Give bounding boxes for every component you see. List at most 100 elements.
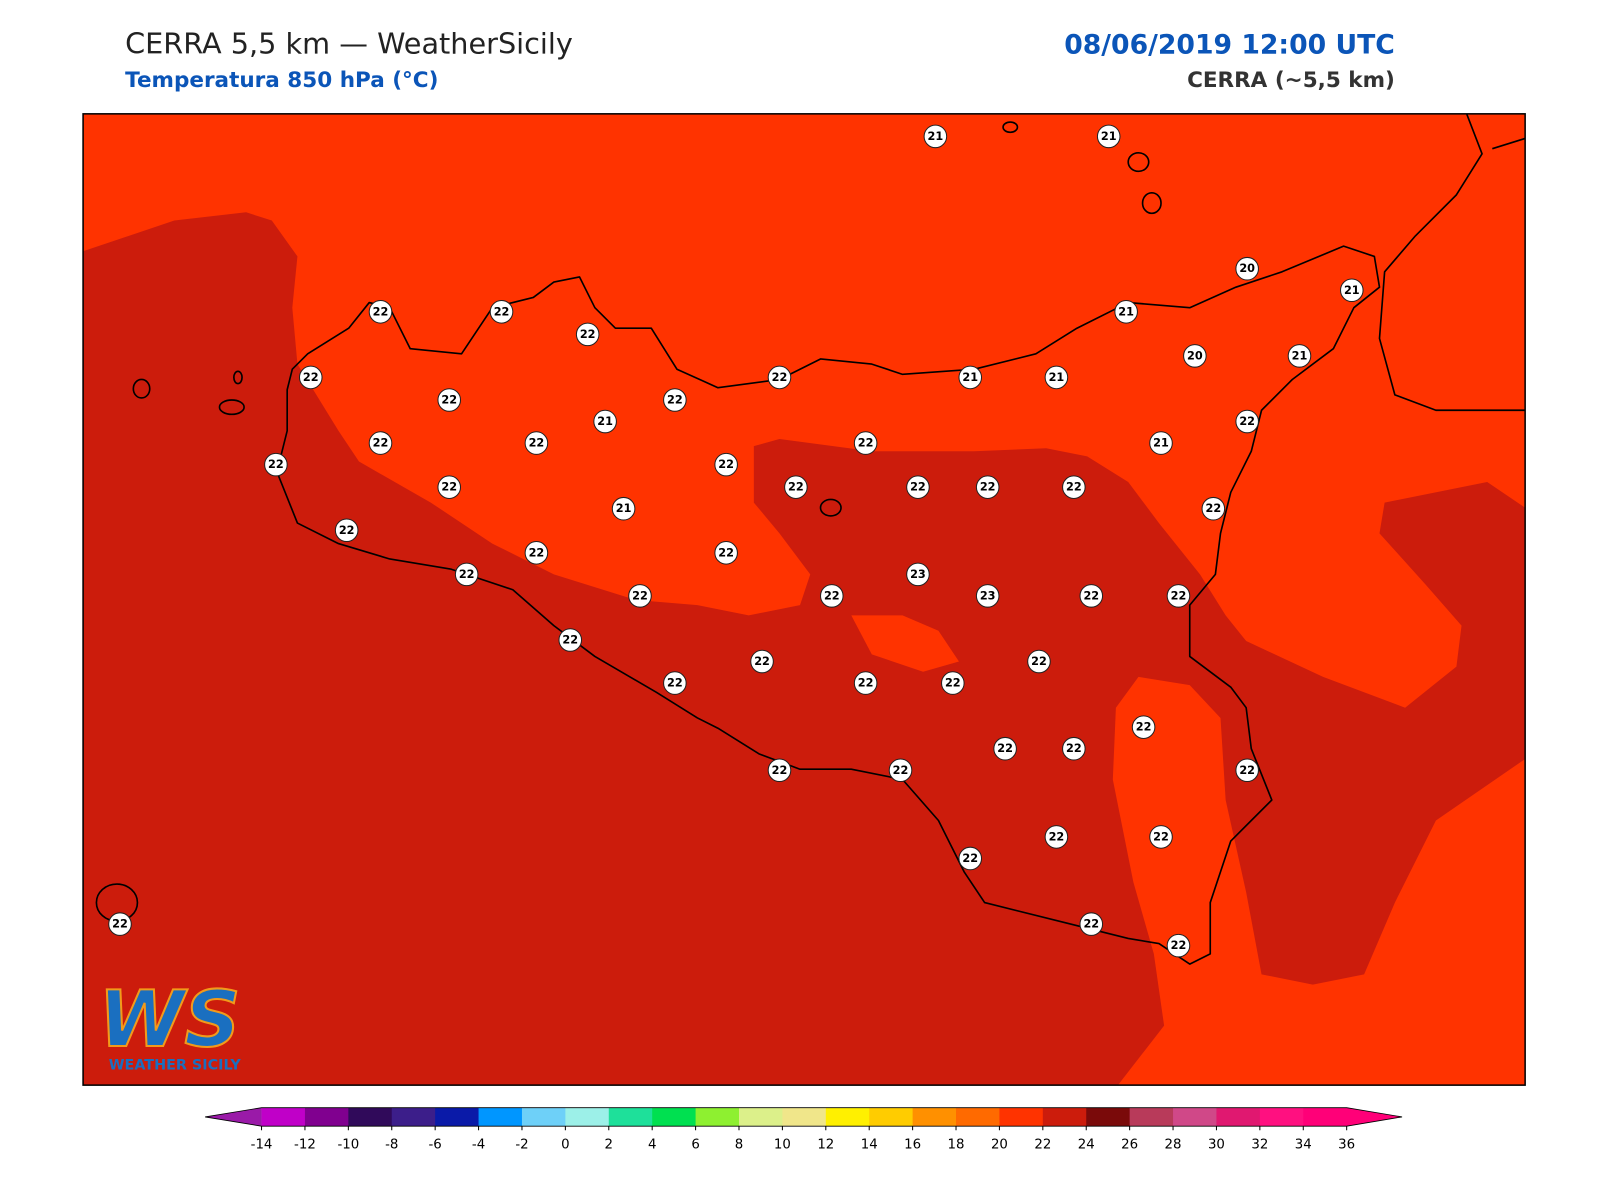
colorbar-segment [304, 1107, 349, 1127]
station-value: 22 [1083, 589, 1099, 602]
station-value: 22 [632, 589, 648, 602]
station: 23 [975, 584, 1000, 608]
station-value: 22 [788, 481, 804, 494]
colorbar-segment [652, 1107, 697, 1127]
station-value: 22 [1049, 830, 1065, 843]
station: 22 [663, 388, 687, 412]
station: 22 [993, 736, 1017, 761]
station-value: 22 [1205, 502, 1221, 515]
station-marker [437, 475, 462, 499]
colorbar-over [1346, 1107, 1403, 1127]
colorbar-under [205, 1107, 262, 1127]
station-marker [1062, 475, 1086, 499]
colorbar-tick-label: 10 [774, 1138, 791, 1153]
station: 22 [437, 388, 462, 412]
station-value: 22 [718, 546, 734, 559]
colorbar-segment [348, 1107, 393, 1127]
station-value: 22 [1171, 939, 1187, 952]
station-marker [628, 584, 652, 608]
station-value: 22 [268, 458, 284, 471]
coastline [1378, 113, 1526, 412]
colorbar-segment [782, 1107, 827, 1127]
island [218, 399, 245, 416]
station-value: 22 [910, 481, 926, 494]
station-value: 22 [1066, 481, 1082, 494]
station-marker [1096, 124, 1121, 149]
station: 21 [1096, 124, 1121, 149]
colorbar-tick-label: -4 [472, 1138, 485, 1153]
station: 22 [888, 758, 913, 783]
station-value: 22 [858, 677, 874, 690]
station: 21 [923, 124, 948, 149]
station-value: 22 [1031, 655, 1047, 668]
colorbar-tick-label: 32 [1251, 1138, 1268, 1153]
station: 21 [611, 496, 636, 521]
station-value: 22 [441, 481, 457, 494]
station: 22 [524, 431, 549, 455]
station-marker [1149, 431, 1173, 455]
station-marker [524, 431, 549, 455]
station: 21 [1339, 278, 1364, 303]
station: 22 [298, 365, 323, 390]
station-marker [298, 365, 323, 390]
colorbar-tick-label: 34 [1295, 1138, 1312, 1153]
station-value: 22 [373, 305, 389, 318]
station-marker [958, 846, 983, 871]
station-value: 22 [772, 371, 788, 384]
station-value: 22 [997, 742, 1013, 755]
station-marker [906, 475, 930, 499]
colorbar-segment [1303, 1107, 1348, 1127]
station-marker [941, 671, 965, 695]
colorbar-tick-label: -10 [337, 1138, 359, 1153]
station: 22 [975, 475, 1000, 499]
station: 22 [1201, 496, 1226, 521]
map-frame [82, 113, 1526, 1086]
station: 22 [437, 475, 462, 499]
station: 22 [108, 912, 132, 936]
station: 22 [784, 475, 808, 499]
station-value: 21 [1049, 371, 1065, 384]
station: 22 [1062, 475, 1086, 499]
colorbar-tick-label: -8 [385, 1138, 398, 1153]
island [1002, 121, 1019, 134]
station-value: 22 [459, 568, 475, 581]
colorbar-tick-label: 4 [648, 1138, 656, 1153]
colorbar-segment [912, 1107, 957, 1127]
station-value: 23 [910, 568, 926, 581]
station-marker [1287, 344, 1312, 368]
station-marker [558, 628, 583, 652]
station: 22 [628, 584, 652, 608]
colorbar-tick-label: 26 [1121, 1138, 1138, 1153]
station: 22 [334, 518, 359, 543]
station-value: 23 [980, 589, 996, 602]
station-marker [1079, 912, 1104, 936]
station-value: 22 [303, 371, 319, 384]
station: 22 [663, 671, 687, 695]
station-value: 22 [112, 918, 128, 931]
station-value: 21 [1344, 284, 1360, 297]
station-marker [489, 300, 514, 324]
station-marker [1062, 736, 1086, 761]
station: 22 [1166, 933, 1191, 958]
colorbar-segment [956, 1107, 1000, 1127]
station-marker [1235, 256, 1259, 281]
station: 22 [489, 300, 514, 324]
station: 22 [1149, 825, 1173, 849]
station-value: 20 [1239, 262, 1255, 275]
station: 22 [1062, 736, 1086, 761]
station-value: 22 [441, 394, 457, 407]
colorbar-tick-label: -12 [294, 1138, 316, 1153]
station-marker [334, 518, 359, 543]
station-value: 22 [529, 546, 545, 559]
station: 21 [1044, 365, 1069, 390]
station: 22 [767, 758, 792, 783]
subtitle: Temperatura 850 hPa (°C) [125, 68, 438, 93]
station-value: 21 [1292, 349, 1308, 362]
station-value: 22 [1239, 764, 1255, 777]
station: 22 [853, 671, 878, 695]
colorbar-segment [1042, 1107, 1087, 1127]
station-value: 22 [667, 677, 683, 690]
station-value: 22 [718, 458, 734, 471]
station-value: 22 [562, 634, 578, 647]
colorbar-segment [1129, 1107, 1174, 1127]
